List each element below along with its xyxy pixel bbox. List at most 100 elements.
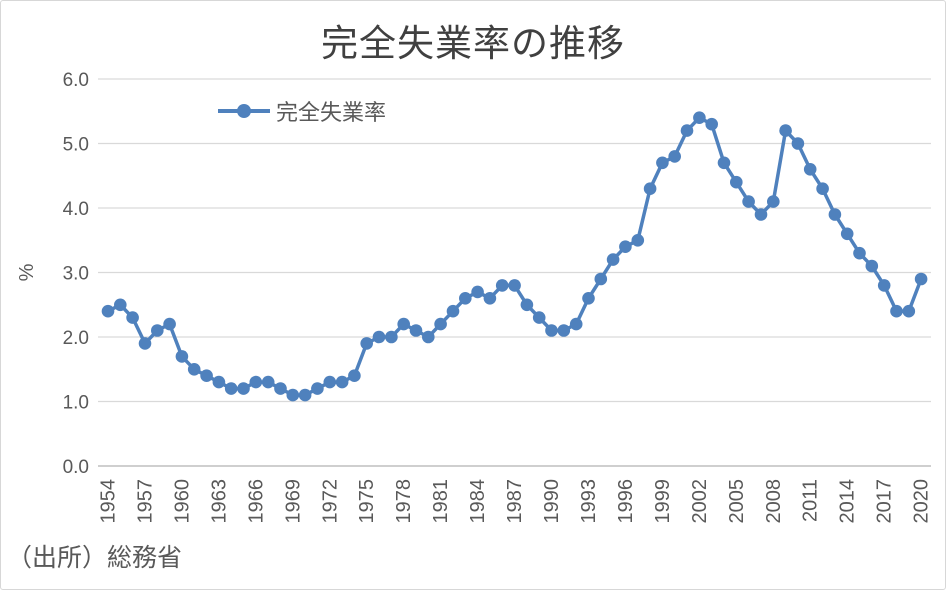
data-point: [877, 279, 891, 292]
line-marker-icon: [218, 104, 270, 118]
data-point: [582, 292, 595, 305]
legend-label: 完全失業率: [276, 100, 387, 125]
data-point: [483, 292, 497, 305]
x-axis-tick-label: 2017: [874, 479, 896, 524]
data-point: [767, 195, 780, 208]
x-axis-tick-label: 1984: [467, 479, 489, 524]
x-axis-tick-label: 2002: [689, 479, 711, 524]
x-axis-tick-label: 1993: [578, 479, 600, 524]
data-point: [619, 240, 632, 253]
data-point: [508, 279, 521, 292]
data-point: [520, 298, 534, 312]
data-point: [680, 124, 694, 137]
data-point: [532, 311, 546, 324]
y-axis-tick-label: 0.0: [63, 457, 89, 478]
y-axis-tick-label: 6.0: [63, 70, 89, 91]
data-point: [101, 304, 115, 318]
x-axis-tick-label: 1999: [652, 479, 674, 524]
data-point: [865, 259, 879, 273]
data-point: [717, 156, 731, 170]
x-axis-tick-label: 1978: [393, 479, 415, 524]
source-note: （出所）総務省: [7, 544, 183, 572]
y-axis-tick-label: 2.0: [63, 328, 89, 349]
data-point: [422, 330, 435, 344]
x-axis-tick-label: 2020: [911, 479, 933, 524]
data-point: [212, 375, 226, 389]
x-axis-tick-label: 2014: [837, 479, 859, 524]
data-point: [151, 324, 164, 337]
x-axis-tick-label: 1987: [504, 479, 526, 524]
data-point: [693, 111, 706, 124]
x-axis-tick-label: 1969: [282, 479, 304, 524]
data-point: [237, 382, 250, 395]
data-point: [668, 150, 681, 163]
data-point: [557, 324, 571, 337]
data-point: [372, 330, 386, 344]
data-point: [298, 388, 312, 402]
data-point: [791, 137, 805, 150]
data-point: [335, 375, 349, 389]
data-point: [606, 253, 620, 266]
data-point: [323, 375, 337, 389]
data-point: [803, 163, 817, 176]
x-axis-tick-label: 1960: [171, 479, 193, 524]
data-point: [249, 375, 263, 389]
data-point: [286, 388, 300, 402]
data-point: [569, 317, 583, 331]
x-axis-tick-label: 1954: [98, 479, 120, 524]
data-point: [730, 175, 743, 189]
data-point: [175, 350, 189, 363]
x-axis-tick-label: 2011: [800, 479, 822, 522]
data-point: [459, 292, 472, 305]
data-point: [545, 324, 558, 337]
data-point: [114, 298, 127, 312]
data-point: [397, 317, 411, 331]
y-axis-tick-label: 3.0: [63, 264, 89, 285]
data-point: [348, 369, 361, 383]
x-axis-tick-label: 2005: [726, 479, 748, 524]
data-point: [742, 195, 755, 208]
x-axis-tick-label: 1966: [245, 479, 267, 524]
data-point: [902, 304, 916, 318]
x-axis-tick-label: 1981: [430, 479, 452, 524]
x-axis-tick-label: 1957: [134, 479, 156, 524]
data-point: [656, 156, 669, 170]
x-axis-tick-label: 1963: [208, 479, 230, 524]
data-point: [434, 317, 447, 331]
data-point: [816, 182, 829, 195]
data-point: [890, 304, 903, 318]
x-axis-tick-label: 2008: [763, 479, 785, 524]
x-axis-tick-label: 1996: [615, 479, 637, 524]
data-point: [914, 272, 928, 286]
data-point: [385, 330, 398, 344]
data-point: [779, 124, 792, 137]
data-point: [274, 382, 287, 395]
data-point: [311, 382, 324, 395]
data-point: [495, 279, 509, 292]
data-point: [594, 272, 608, 286]
data-point: [705, 117, 718, 131]
data-point: [409, 324, 423, 337]
series-line: [106, 115, 923, 397]
y-axis-tick-label: 5.0: [63, 135, 89, 156]
data-point: [840, 227, 854, 241]
x-axis-tick-label: 1990: [541, 479, 563, 524]
data-point: [187, 363, 201, 376]
y-axis-tick-label: 1.0: [63, 393, 89, 414]
x-axis-tick-label: 1972: [319, 479, 341, 524]
data-point: [224, 382, 238, 395]
legend: 完全失業率: [217, 95, 386, 127]
data-point: [853, 246, 866, 260]
data-point: [163, 317, 176, 331]
data-point: [631, 234, 645, 247]
chart-title: 完全失業率の推移: [321, 23, 625, 64]
data-point: [828, 208, 842, 221]
data-point: [446, 304, 460, 318]
data-point: [471, 285, 484, 299]
data-point: [643, 182, 657, 195]
y-axis-tick-label: 4.0: [63, 199, 89, 220]
data-point: [138, 337, 152, 350]
data-point: [261, 375, 275, 389]
